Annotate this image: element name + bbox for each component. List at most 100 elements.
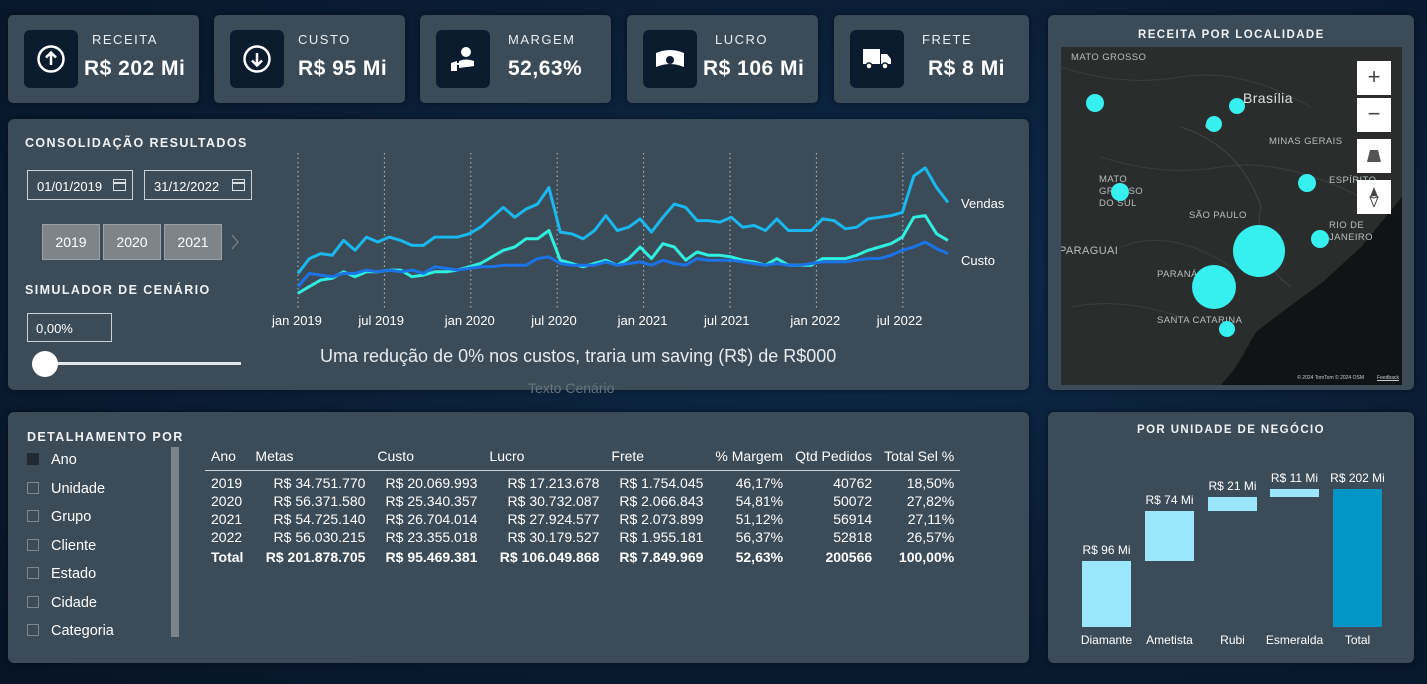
table-row[interactable]: 2021 R$ 54.725.140 R$ 26.704.014 R$ 27.9… (205, 510, 960, 528)
detalhamento-item-cidade[interactable]: Cidade (27, 595, 97, 611)
checkbox[interactable] (27, 453, 39, 465)
zoom-in-button[interactable]: + (1357, 61, 1391, 95)
column-header[interactable]: Total Sel % (878, 445, 961, 471)
kpi-value: R$ 202 Mi (84, 57, 186, 80)
compass-icon[interactable] (1357, 180, 1391, 214)
table-cell: 18,50% (906, 475, 955, 491)
map-bubble[interactable] (1192, 265, 1236, 309)
map-bubble[interactable] (1233, 225, 1285, 277)
checkbox[interactable] (27, 539, 39, 551)
map-label: PARAGUAI (1061, 245, 1119, 257)
detalhamento-item-grupo[interactable]: Grupo (27, 509, 91, 525)
table-cell: 2019 (211, 475, 243, 491)
detalhamento-scrollbar[interactable] (171, 447, 179, 637)
map-feedback-link[interactable]: Feedback (1377, 375, 1399, 381)
kpi-card-receita: RECEITA R$ 202 Mi (8, 15, 199, 103)
table-cell: R$ 7.849.969 (619, 549, 704, 565)
map-label: MINAS GERAIS (1269, 136, 1343, 147)
column-header[interactable]: Qtd Pedidos (789, 445, 879, 471)
consolidacao-title: CONSOLIDAÇÃO RESULTADOS (25, 136, 248, 150)
map-label: SÃO PAULO (1189, 210, 1247, 221)
simulador-input[interactable]: 0,00% (27, 313, 112, 342)
table-row[interactable]: 2020 R$ 56.371.580 R$ 25.340.357 R$ 30.7… (205, 492, 960, 510)
column-header[interactable]: Ano (205, 445, 250, 471)
table-cell: 2021 (211, 511, 243, 527)
calendar-icon[interactable] (232, 179, 245, 191)
checkbox[interactable] (27, 596, 39, 608)
zoom-out-button[interactable]: − (1357, 98, 1391, 132)
column-header[interactable]: Custo (371, 445, 484, 471)
detalhamento-item-estado[interactable]: Estado (27, 566, 96, 582)
date-end-input[interactable]: 31/12/2022 (144, 170, 252, 200)
kpi-label: FRETE (922, 32, 973, 47)
detalhamento-item-cliente[interactable]: Cliente (27, 538, 96, 554)
table-cell: 2022 (211, 529, 243, 545)
waterfall-bar[interactable] (1208, 496, 1257, 511)
column-header[interactable]: % Margem (709, 445, 790, 471)
checkbox[interactable] (27, 567, 39, 579)
waterfall-bar[interactable] (1145, 510, 1194, 562)
waterfall-bar[interactable] (1333, 489, 1382, 627)
chevron-right-icon[interactable] (229, 232, 241, 257)
year-button-2021[interactable]: 2021 (164, 224, 222, 260)
x-tick-label: jan 2021 (617, 313, 668, 328)
series-line-2[interactable] (296, 240, 949, 288)
table-cell: R$ 1.754.045 (619, 475, 704, 491)
series-line-1[interactable] (297, 214, 949, 295)
map-bubble[interactable] (1219, 321, 1235, 337)
kpi-card-frete: FRETE R$ 8 Mi (834, 15, 1029, 103)
kpi-card-lucro: LUCRO R$ 106 Mi (627, 15, 818, 103)
table-cell: R$ 54.725.140 (273, 511, 366, 527)
table-cell: 27,11% (907, 511, 955, 527)
table-row[interactable]: 2022 R$ 56.030.215 R$ 23.355.018 R$ 30.1… (205, 528, 960, 546)
waterfall-category-label: Esmeralda (1265, 633, 1324, 647)
checkbox[interactable] (27, 510, 39, 522)
map-label: Brasília (1243, 90, 1293, 106)
kpi-value: R$ 106 Mi (703, 57, 805, 80)
map-bubble[interactable] (1229, 98, 1245, 114)
year-button-2020[interactable]: 2020 (103, 224, 161, 260)
line-chart (296, 153, 950, 308)
x-tick-label: jul 2022 (876, 313, 923, 328)
map-title: RECEITA POR LOCALIDADE (1138, 29, 1325, 41)
kpi-value: R$ 8 Mi (928, 57, 1006, 80)
calendar-icon[interactable] (113, 179, 126, 191)
map-bubble[interactable] (1311, 230, 1329, 248)
detalhamento-item-categoria[interactable]: Categoria (27, 623, 114, 639)
map-label: ESPÍRITO (1329, 175, 1377, 186)
waterfall-category-label: Ametista (1146, 633, 1193, 647)
simulador-slider-track[interactable] (45, 362, 241, 365)
column-header[interactable]: Metas (249, 445, 372, 471)
map-bubble[interactable] (1298, 174, 1316, 192)
table-cell: R$ 30.732.087 (507, 493, 600, 509)
map-bubble[interactable] (1111, 183, 1129, 201)
map-bubble[interactable] (1086, 94, 1104, 112)
kpi-card-custo: CUSTO R$ 95 Mi (214, 15, 405, 103)
simulador-slider-thumb[interactable] (32, 351, 58, 377)
year-button-2019[interactable]: 2019 (42, 224, 100, 260)
table-cell: R$ 27.924.577 (507, 511, 600, 527)
column-header[interactable]: Lucro (483, 445, 606, 471)
waterfall-value-label: R$ 21 Mi (1208, 478, 1257, 493)
waterfall-bar[interactable] (1082, 561, 1131, 627)
series-line-0[interactable] (296, 166, 950, 275)
waterfall-title: POR UNIDADE DE NEGÓCIO (1137, 424, 1325, 436)
checkbox[interactable] (27, 624, 39, 636)
column-header[interactable]: Frete (605, 445, 710, 471)
results-table: Ano Metas Custo Lucro Frete % Margem Qtd… (205, 445, 961, 566)
tilt-icon[interactable] (1357, 139, 1391, 173)
waterfall-bar[interactable] (1270, 489, 1319, 497)
detalhamento-title: DETALHAMENTO POR (27, 430, 184, 444)
x-tick-label: jul 2019 (358, 313, 404, 328)
date-start-input[interactable]: 01/01/2019 (27, 170, 133, 200)
table-row[interactable]: 2019 R$ 34.751.770 R$ 20.069.993 R$ 17.2… (205, 471, 960, 493)
x-tick-label: jul 2021 (704, 313, 750, 328)
detalhamento-item-unidade[interactable]: Unidade (27, 481, 105, 497)
detalhamento-item-ano[interactable]: Ano (27, 452, 77, 468)
checkbox[interactable] (27, 482, 39, 494)
table-cell: R$ 34.751.770 (273, 475, 366, 491)
map-view[interactable]: MATO GROSSO Brasília GO MINAS GERAIS MAT… (1061, 47, 1402, 385)
money-bill-icon (643, 30, 697, 88)
map-bubble[interactable] (1206, 116, 1222, 132)
table-cell: R$ 2.066.843 (619, 493, 704, 509)
